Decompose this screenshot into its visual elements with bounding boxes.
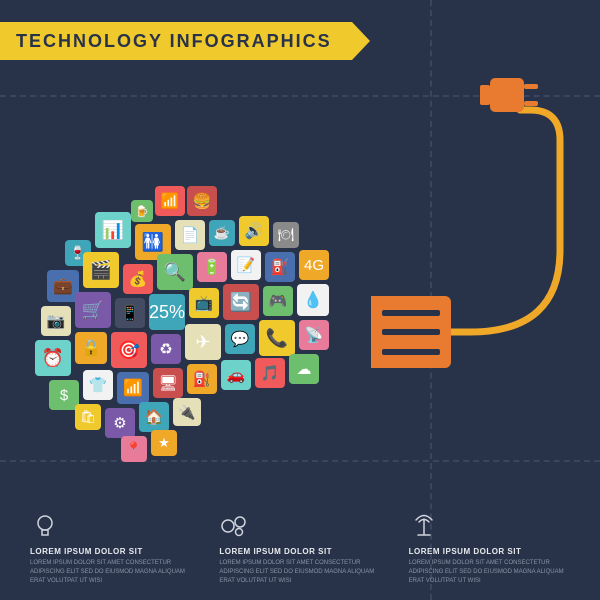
- footer-col-3: LOREM IPSUM DOLOR SIT LOREM IPSUM DOLOR …: [409, 511, 570, 586]
- mosaic-tile-icon: 🖥: [153, 368, 183, 398]
- mosaic-tile-icon: ★: [151, 430, 177, 456]
- mosaic-tile-icon: 📄: [175, 220, 205, 250]
- title-banner: TECHNOLOGY INFOGRAPHICS: [0, 22, 370, 60]
- title-text: TECHNOLOGY INFOGRAPHICS: [0, 22, 352, 60]
- mosaic-tile-icon: ♻: [151, 334, 181, 364]
- mosaic-tile-icon: 📝: [231, 250, 261, 280]
- mosaic-tile-icon: 🎬: [83, 252, 119, 288]
- footer-col-1: LOREM IPSUM DOLOR SIT LOREM IPSUM DOLOR …: [30, 511, 191, 586]
- mosaic-tile-icon: 📺: [189, 288, 219, 318]
- mosaic-tile-icon: 🎯: [111, 332, 147, 368]
- bulb-icon: [30, 511, 60, 541]
- footer-body-3: LOREM IPSUM DOLOR SIT AMET CONSECTETUR A…: [409, 559, 570, 586]
- mosaic-tile-icon: 🎵: [255, 358, 285, 388]
- mosaic-tile-icon: 🏠: [139, 402, 169, 432]
- footer-title-1: LOREM IPSUM DOLOR SIT: [30, 547, 191, 556]
- mosaic-tile-icon: 25%: [149, 294, 185, 330]
- mosaic-tile-icon: 4G: [299, 250, 329, 280]
- mosaic-tile-icon: 💰: [123, 264, 153, 294]
- footer-body-2: LOREM IPSUM DOLOR SIT AMET CONSECTETUR A…: [219, 559, 380, 586]
- mosaic-tile-icon: 🍽: [273, 222, 299, 248]
- power-plug-icon: [470, 70, 540, 125]
- mosaic-tile-icon: 🔌: [173, 398, 201, 426]
- mosaic-tile-icon: ☕: [209, 220, 235, 246]
- mosaic-tile-icon: 🔍: [157, 254, 193, 290]
- mosaic-tile-icon: 👕: [83, 370, 113, 400]
- mosaic-tile-icon: 📶: [155, 186, 185, 216]
- mosaic-tile-icon: 💧: [297, 284, 329, 316]
- mosaic-tile-icon: 🔒: [75, 332, 107, 364]
- mosaic-tile-icon: 🔊: [239, 216, 269, 246]
- mosaic-tile-icon: ⏰: [35, 340, 71, 376]
- footer-col-2: LOREM IPSUM DOLOR SIT LOREM IPSUM DOLOR …: [219, 511, 380, 586]
- mosaic-tile-icon: 🍔: [187, 186, 217, 216]
- mosaic-tile-icon: 📍: [121, 436, 147, 462]
- lightbulb-mosaic: 📶🍔🍺📊🚻📄☕🔊🍽🍷💼🎬💰🔍🔋📝⛽4G📷🛒📱25%📺🔄🎮💧⏰🔒🎯♻✈💬📞📡$👕📶…: [35, 180, 415, 480]
- mosaic-tile-icon: 🔄: [223, 284, 259, 320]
- mosaic-tile-icon: ✈: [185, 324, 221, 360]
- mosaic-tile-icon: 📡: [299, 320, 329, 350]
- mosaic-tile-icon: 💬: [225, 324, 255, 354]
- footer-columns: LOREM IPSUM DOLOR SIT LOREM IPSUM DOLOR …: [30, 511, 570, 586]
- footer-body-1: LOREM IPSUM DOLOR SIT AMET CONSECTETUR A…: [30, 559, 191, 586]
- mosaic-tile-icon: ⛽: [187, 364, 217, 394]
- mosaic-tile-icon: 🔋: [197, 252, 227, 282]
- mosaic-tile-icon: 🛒: [75, 292, 111, 328]
- mosaic-tile-icon: 🍺: [131, 200, 153, 222]
- mosaic-tile-icon: ⚙: [105, 408, 135, 438]
- mosaic-tile-icon: 📷: [41, 306, 71, 336]
- mosaic-tile-icon: ⛽: [265, 252, 295, 282]
- mosaic-tile-icon: 🛍: [75, 404, 101, 430]
- footer-title-2: LOREM IPSUM DOLOR SIT: [219, 547, 380, 556]
- mosaic-tile-icon: ☁: [289, 354, 319, 384]
- mosaic-tile-icon: 📞: [259, 320, 295, 356]
- mosaic-tile-icon: 📱: [115, 298, 145, 328]
- banner-arrow-tip: [352, 22, 370, 60]
- mosaic-tile-icon: 🚗: [221, 360, 251, 390]
- mosaic-tile-icon: 📊: [95, 212, 131, 248]
- gears-icon: [219, 511, 249, 541]
- mosaic-tile-icon: 📶: [117, 372, 149, 404]
- mosaic-tile-icon: 🎮: [263, 286, 293, 316]
- footer-title-3: LOREM IPSUM DOLOR SIT: [409, 547, 570, 556]
- antenna-icon: [409, 511, 439, 541]
